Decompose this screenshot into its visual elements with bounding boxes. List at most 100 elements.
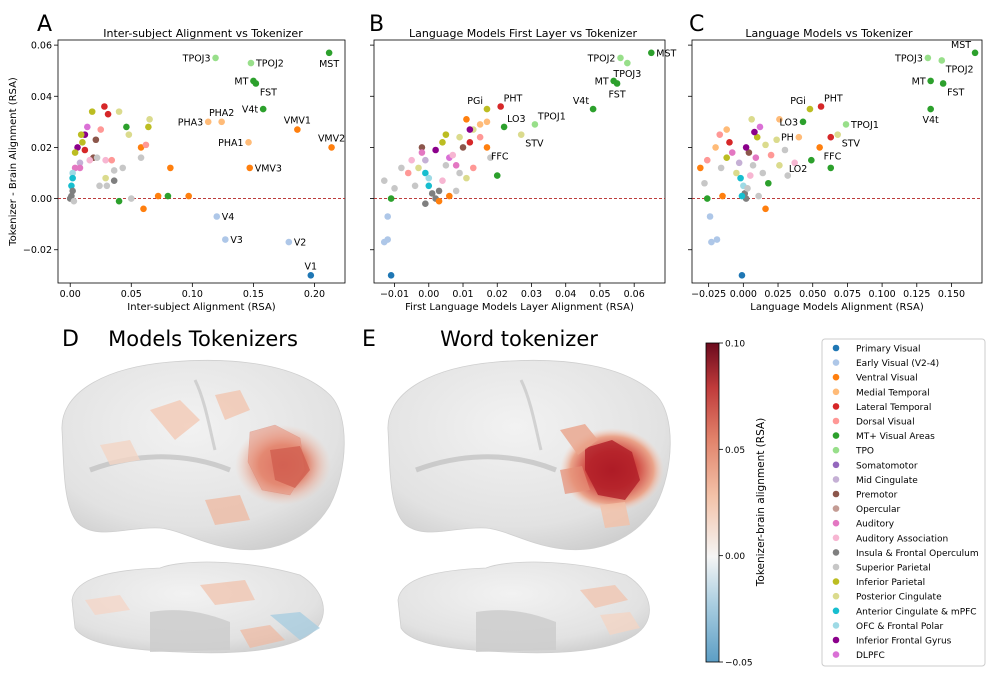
data-point-mst: [648, 49, 655, 57]
colorbar: 0.10 0.05 0.00 −0.05 Tokenizer-brain alignm…: [705, 340, 767, 669]
data-point-c: [738, 272, 746, 279]
data-point-c: [738, 192, 746, 200]
point-label-ffc: FFC: [491, 151, 509, 162]
data-point-c: [716, 131, 724, 138]
brain-ventral-view-e: [397, 561, 650, 654]
data-point-c: [762, 141, 769, 149]
colorbar-ticks: 0.10 0.05 0.00 −0.05: [719, 340, 753, 669]
data-point-a: [84, 123, 91, 131]
y-tick-label-a: 0.00: [31, 194, 52, 205]
data-point-pha3: [204, 118, 212, 126]
scatter-panel-b: B Language Models First Layer vs Tokenize…: [369, 12, 677, 313]
data-point-b: [380, 238, 388, 246]
data-point-pht: [817, 103, 825, 110]
legend-label-early-visual-v2-4: Early Visual (V2-4): [856, 359, 939, 369]
legend-marker-inferior-parietal: [832, 578, 840, 585]
point-label-v1: V1: [305, 261, 318, 272]
data-point-a: [69, 169, 76, 177]
data-point-a: [102, 156, 109, 164]
data-point-b: [483, 118, 491, 126]
point-label-pgi: PGi: [790, 96, 806, 107]
legend-items: Primary Visual Early Visual (V2-4) Ventral…: [832, 344, 979, 661]
data-point-c: [706, 213, 714, 220]
y-axis-label-a: Tokenizer - Brain Alignment (RSA): [8, 77, 19, 247]
data-point-b: [422, 169, 429, 177]
legend-marker-auditory: [832, 519, 840, 527]
data-point-tpoj1: [842, 121, 850, 128]
point-label-tpoj2: TPOJ2: [255, 59, 284, 70]
data-point-c: [827, 133, 835, 141]
point-label-lo2: LO2: [789, 164, 807, 175]
point-label-mt: MT: [234, 76, 248, 87]
data-point-a: [110, 177, 118, 184]
data-point-v2: [285, 238, 293, 246]
point-label-v4t: V4t: [923, 115, 940, 126]
data-point-b: [387, 272, 395, 279]
legend-label-somatomotor: Somatomotor: [856, 461, 918, 471]
point-label-mt: MT: [595, 76, 609, 87]
legend: Primary Visual Early Visual (V2-4) Ventral…: [821, 338, 986, 667]
point-label-ph: PH: [781, 133, 794, 144]
data-point-b: [452, 187, 460, 195]
data-point-ffc: [483, 144, 491, 151]
y-tick-label-a: 0.02: [31, 143, 52, 154]
x-tick-label-c: 0.075: [834, 289, 861, 300]
point-label-vmv2: VMV2: [318, 133, 345, 144]
data-point-c: [749, 162, 757, 169]
data-point-lo3: [799, 118, 807, 126]
data-point-b: [439, 177, 446, 184]
data-point-a: [115, 108, 123, 115]
legend-marker-ventral-visual: [832, 373, 840, 381]
data-point-c: [708, 238, 715, 246]
data-point-b: [456, 133, 463, 141]
data-point-b: [469, 164, 477, 172]
data-point-b: [408, 156, 415, 164]
data-point-c: [712, 144, 719, 151]
data-point-mst: [971, 49, 979, 57]
legend-marker-primary-visual: [832, 344, 840, 352]
data-point-b: [476, 133, 484, 141]
data-point-ffc: [816, 144, 823, 151]
data-point-b: [425, 174, 433, 182]
data-point-mt: [927, 77, 934, 85]
data-point-v4t: [589, 105, 597, 113]
colorbar-tick-label: −0.05: [725, 659, 753, 669]
data-point-b: [384, 213, 391, 220]
scatter-panel-a: A Inter-subject Alignment vs Tokenizer 0.0…: [8, 12, 346, 313]
x-tick-label-c: 0.000: [730, 289, 757, 300]
data-point-a: [145, 123, 152, 131]
x-tick-label-c: 0.025: [764, 289, 791, 300]
data-point-c: [755, 192, 762, 200]
data-point-c: [717, 164, 725, 172]
data-point-a: [76, 164, 84, 172]
data-point-b: [418, 149, 426, 156]
panel-letter-d: D: [62, 327, 79, 352]
data-point-b: [463, 115, 470, 123]
data-point-stv: [517, 131, 525, 138]
chart-title-b: Language Models First Layer vs Tokenizer: [409, 27, 637, 40]
legend-marker-premotor: [832, 490, 840, 498]
data-point-b: [432, 146, 439, 154]
y-tick-label-a: 0.06: [31, 41, 52, 52]
legend-marker-insula-frontal-operculum: [832, 549, 840, 556]
x-tick-label-b: 0.00: [418, 289, 439, 300]
data-point-b: [449, 151, 457, 159]
data-point-c: [713, 236, 721, 243]
data-point-a: [110, 167, 118, 174]
point-label-tpoj1: TPOJ1: [537, 111, 566, 122]
data-point-a: [96, 182, 103, 190]
data-point-a: [69, 174, 76, 182]
legend-label-inferior-frontal-gyrus: Inferior Frontal Gyrus: [856, 637, 952, 647]
data-point-a: [103, 182, 111, 190]
y-tick-label-a: −0.02: [23, 245, 52, 256]
point-label-mst: MST: [319, 59, 339, 70]
data-point-b: [446, 192, 453, 200]
brain-panel-d: D Models Tokenizers: [61, 327, 345, 654]
point-label-tpoj3: TPOJ3: [894, 53, 923, 64]
data-point-c: [759, 169, 767, 177]
data-point-pha1: [245, 139, 252, 146]
legend-label-medial-temporal: Medial Temporal: [856, 388, 930, 398]
x-tick-label-b: 0.03: [521, 289, 542, 300]
data-point-c: [719, 192, 726, 200]
